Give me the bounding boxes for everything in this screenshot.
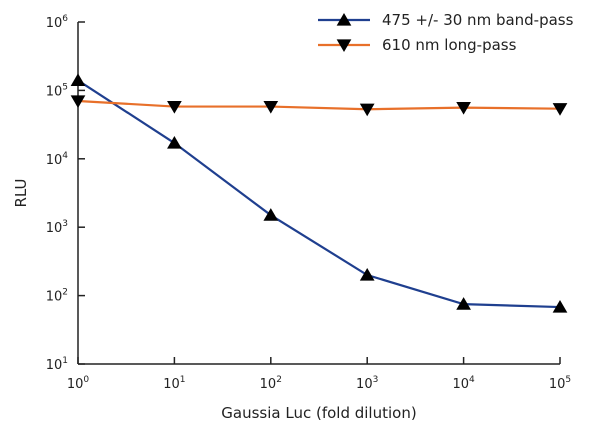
x-tick-label: 102 (260, 375, 282, 392)
data-point-marker (359, 103, 375, 117)
x-axis-title: Gaussia Luc (fold dilution) (221, 404, 416, 422)
data-point-marker (263, 100, 279, 114)
legend-marker (336, 39, 352, 52)
legend-item: 610 nm long-pass (318, 36, 517, 54)
data-point-marker (552, 300, 568, 313)
y-tick-label: 102 (46, 288, 68, 305)
y-tick-label: 104 (46, 151, 69, 168)
y-tick-label: 101 (46, 356, 68, 373)
x-tick-label: 104 (452, 375, 475, 392)
series-line (77, 99, 561, 111)
series-layer (70, 73, 568, 313)
y-axis-title: RLU (12, 178, 30, 207)
data-point-marker (552, 103, 568, 116)
data-point-marker (456, 102, 471, 115)
data-point-marker (167, 100, 182, 114)
series-line (77, 79, 561, 309)
data-point-marker (70, 95, 86, 108)
y-tick-label: 105 (46, 82, 68, 99)
series-1 (70, 95, 568, 117)
x-tick-label: 103 (356, 375, 378, 392)
y-tick-label: 103 (46, 219, 68, 236)
data-point-marker (456, 297, 471, 310)
legend-label: 610 nm long-pass (382, 36, 517, 54)
series-0 (70, 73, 568, 313)
x-tick-label: 105 (549, 375, 571, 392)
data-point-marker (167, 136, 182, 149)
legend: 475 +/- 30 nm band-pass 610 nm long-pass (318, 11, 574, 54)
data-point-marker (70, 73, 86, 87)
legend-item: 475 +/- 30 nm band-pass (318, 11, 574, 29)
legend-label: 475 +/- 30 nm band-pass (382, 11, 574, 29)
x-tick-label: 100 (67, 375, 90, 392)
x-tick-label: 101 (163, 375, 185, 392)
data-point-marker (359, 268, 375, 281)
data-point-marker (263, 208, 279, 221)
axes: 101 102 103 104 105 106 100 101 102 103 104 105 (46, 14, 571, 392)
y-tick-label: 106 (46, 14, 69, 31)
legend-marker (336, 13, 352, 26)
